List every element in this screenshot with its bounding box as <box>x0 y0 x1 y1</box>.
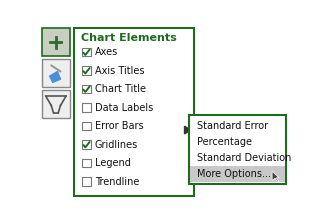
Text: Standard Error: Standard Error <box>197 121 268 131</box>
Bar <box>189 115 286 184</box>
Polygon shape <box>272 171 279 182</box>
Bar <box>82 103 91 112</box>
Text: Percentage: Percentage <box>197 137 252 147</box>
Text: Axis Titles: Axis Titles <box>95 66 144 76</box>
Text: Error Bars: Error Bars <box>95 121 143 131</box>
Bar <box>82 85 91 93</box>
Text: Chart Elements: Chart Elements <box>81 33 177 43</box>
Bar <box>82 177 91 185</box>
Bar <box>42 59 70 87</box>
Bar <box>75 28 194 196</box>
Polygon shape <box>50 71 60 82</box>
Bar <box>42 90 70 118</box>
Bar <box>82 66 91 75</box>
Bar <box>82 140 91 149</box>
Text: Chart Title: Chart Title <box>95 84 146 94</box>
Text: Standard Deviation: Standard Deviation <box>197 153 291 163</box>
Bar <box>82 159 91 167</box>
Bar <box>190 166 285 182</box>
Polygon shape <box>184 126 191 134</box>
Text: Legend: Legend <box>95 158 130 168</box>
Text: More Options...: More Options... <box>197 169 271 179</box>
Bar <box>82 122 91 130</box>
Text: Gridlines: Gridlines <box>95 140 138 150</box>
Bar <box>193 116 196 182</box>
Text: Trendline: Trendline <box>95 177 139 187</box>
Text: Axes: Axes <box>95 47 118 57</box>
Bar <box>42 28 70 56</box>
Text: Data Labels: Data Labels <box>95 103 153 113</box>
Bar <box>82 48 91 56</box>
